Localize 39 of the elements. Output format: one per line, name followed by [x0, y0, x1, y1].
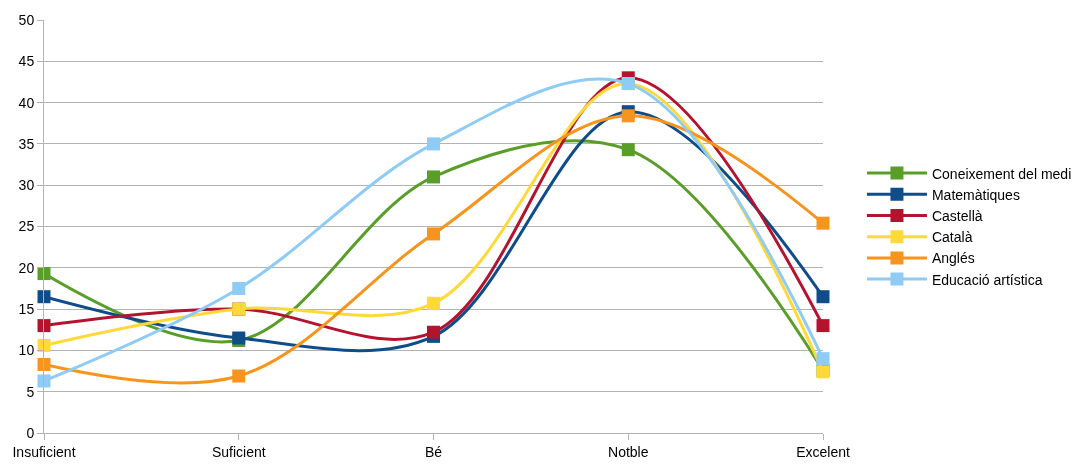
y-tick-label: 0: [26, 424, 35, 441]
point: [816, 352, 830, 366]
y-tick-label: 25: [18, 218, 35, 235]
point: [427, 325, 440, 339]
x-tick-label: Bé: [424, 443, 443, 460]
point: [621, 143, 635, 157]
y-tick-label: 50: [18, 11, 35, 28]
legend-label: Anglés: [931, 250, 975, 267]
legend-label: Matemàtiques: [931, 186, 1020, 203]
point: [427, 137, 440, 151]
y-tick-label: 35: [18, 135, 35, 152]
y-tick-label: 15: [18, 301, 35, 317]
point: [232, 281, 246, 295]
y-tick-label: 30: [18, 177, 35, 194]
y-tick-label: 20: [18, 259, 35, 276]
point: [37, 319, 51, 333]
point: [37, 357, 51, 371]
y-tick-label: 10: [18, 342, 35, 359]
point: [232, 369, 246, 383]
point: [816, 216, 830, 230]
legend-label: Català: [931, 229, 973, 246]
y-tick-label: 5: [26, 383, 35, 400]
x-tick-label: Insuficient: [12, 443, 76, 460]
point: [427, 227, 440, 241]
point: [816, 319, 830, 333]
point: [37, 290, 51, 304]
point: [427, 296, 440, 310]
legend-label: Coneixement del medi: [931, 165, 1072, 182]
x-tick-label: Notble: [608, 443, 649, 460]
legend-label: Castellà: [931, 207, 983, 224]
x-tick-label: Excelent: [796, 443, 850, 460]
point: [427, 170, 440, 184]
x-tick-label: Suficient: [211, 443, 266, 460]
legend-label: Educació artística: [931, 271, 1043, 288]
point: [37, 374, 51, 388]
y-tick-label: 40: [18, 94, 35, 111]
point: [621, 109, 635, 123]
point: [816, 290, 830, 304]
y-tick-label: 45: [18, 53, 35, 70]
